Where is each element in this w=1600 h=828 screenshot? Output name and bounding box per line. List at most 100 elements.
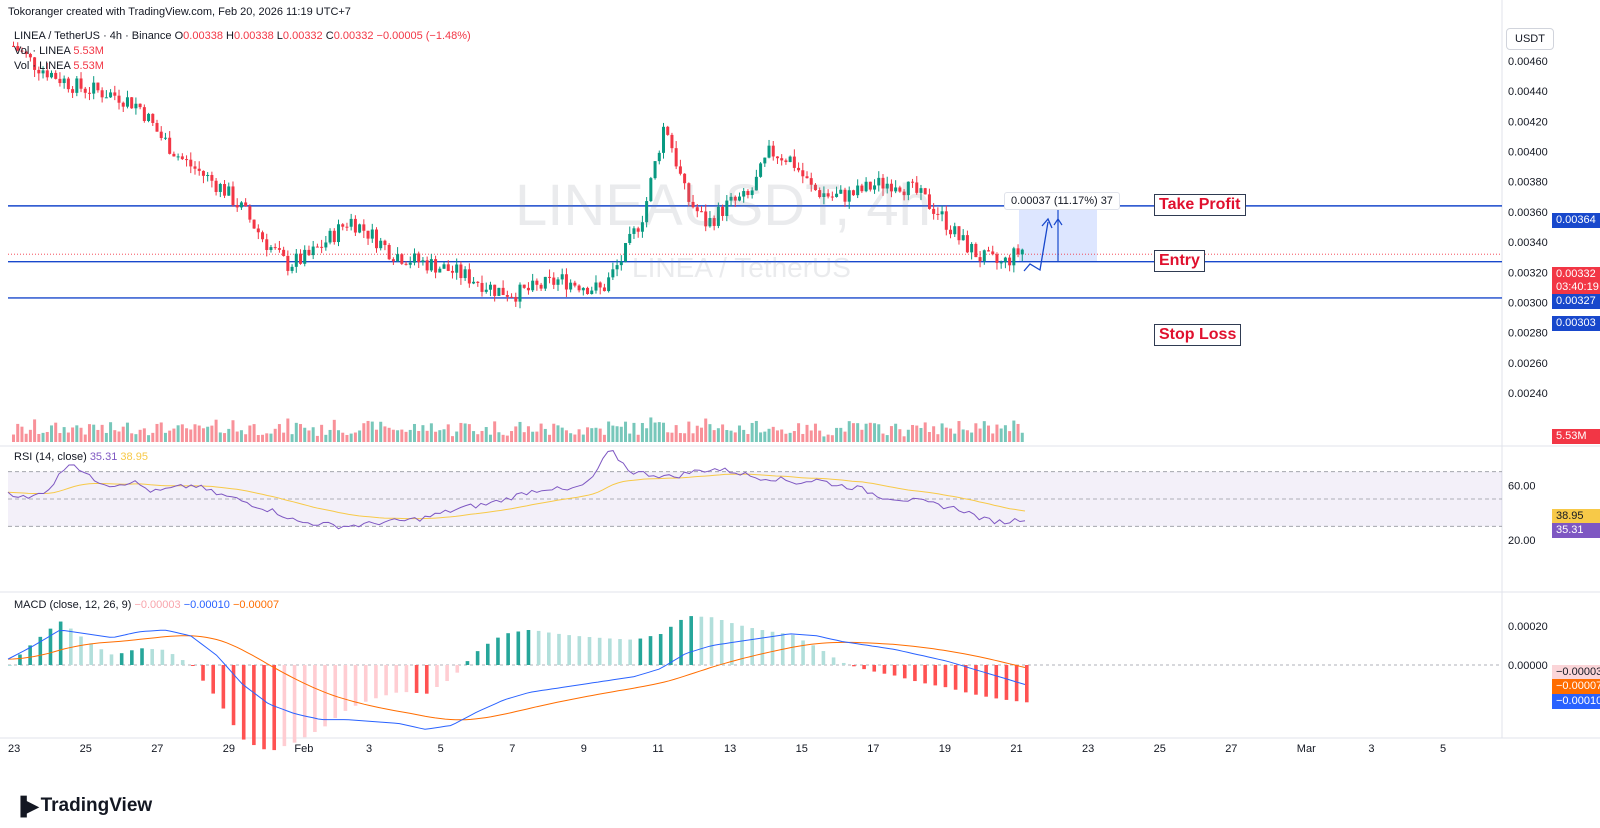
volume-bar — [472, 431, 476, 442]
date-tick-label: 25 — [1154, 743, 1166, 755]
price-tick-label: 0.00280 — [1508, 328, 1548, 340]
candle-body — [83, 88, 87, 93]
volume-bar — [324, 434, 328, 442]
macd-histogram-bar — [506, 633, 510, 665]
volume-bar — [480, 430, 484, 442]
candle-body — [564, 274, 568, 290]
volume-bar — [708, 424, 712, 442]
volume-bar — [944, 427, 948, 442]
candle-body — [480, 282, 484, 292]
volume-bar — [197, 425, 201, 442]
volume-bar — [282, 432, 286, 442]
macd-histogram-bar — [363, 665, 368, 702]
macd-histogram-bar — [323, 665, 327, 727]
volume-bar — [366, 420, 370, 442]
macd-histogram-bar — [374, 665, 378, 699]
volume-bar — [982, 421, 986, 442]
macd-histogram-bar — [119, 653, 124, 665]
macd-histogram-bar — [669, 626, 673, 665]
volume-bar — [163, 432, 167, 442]
macd-histogram-bar — [679, 619, 683, 665]
volume-bar — [130, 433, 134, 442]
entry-label[interactable]: Entry — [1154, 250, 1205, 272]
volume-bar — [218, 432, 222, 442]
candle-body — [66, 78, 70, 90]
macd-histogram-bar — [241, 665, 246, 740]
candle-body — [965, 235, 969, 253]
candle-body — [813, 184, 817, 191]
candle-body — [87, 92, 91, 94]
price-tick-label: 0.00240 — [1508, 388, 1548, 400]
macd-legend: MACD (close, 12, 26, 9) −0.00003 −0.0001… — [14, 599, 279, 611]
volume-bar — [307, 430, 311, 442]
candle-body — [299, 253, 303, 264]
candle-body — [843, 189, 847, 202]
volume-bar — [678, 433, 682, 442]
volume-bar — [999, 428, 1003, 442]
candle-body — [691, 201, 695, 208]
macd-histogram-bar — [1014, 665, 1019, 702]
candle-body — [847, 190, 851, 202]
volume-bar — [974, 423, 978, 442]
take-profit-label[interactable]: Take Profit — [1154, 194, 1246, 216]
macd-histogram-bar — [770, 631, 775, 665]
volume-bar — [911, 424, 915, 442]
candle-body — [1012, 248, 1016, 266]
volume-bar — [231, 420, 235, 442]
currency-button[interactable]: USDT — [1506, 28, 1554, 50]
volume-bar — [543, 428, 547, 442]
ohlc-h: 0.00338 — [233, 30, 274, 42]
volume-bar — [75, 425, 79, 442]
candle-body — [611, 269, 615, 278]
volume-bar — [619, 426, 623, 442]
volume-bar — [455, 431, 459, 442]
volume-bar — [408, 429, 412, 442]
volume-bar — [628, 433, 632, 442]
candle-body — [396, 254, 400, 262]
volume-bar — [337, 430, 341, 442]
tradingview-logo[interactable]: ▐▶ TradingView — [14, 795, 152, 817]
candle-body — [856, 185, 860, 196]
candle-body — [645, 201, 649, 223]
candle-body — [577, 285, 581, 291]
volume-bar — [586, 427, 590, 442]
candle-body — [670, 134, 674, 149]
volume-bar — [168, 430, 172, 442]
macd-histogram-bar — [160, 649, 165, 665]
candle-body — [104, 97, 108, 99]
candle-body — [699, 211, 703, 213]
macd-histogram-bar — [333, 665, 338, 719]
volume-bar — [936, 434, 940, 442]
volume-bar — [299, 424, 303, 442]
candle-body — [362, 224, 366, 231]
candle-body — [552, 277, 556, 285]
macd-histogram-bar — [608, 638, 612, 665]
volume-tag: 5.53M — [1552, 429, 1600, 444]
volume-bar — [712, 430, 716, 442]
macd-histogram-bar — [28, 645, 32, 665]
candle-body — [581, 287, 585, 291]
candle-body — [159, 131, 163, 138]
macd-histogram-bar — [526, 630, 531, 665]
volume-bar — [830, 435, 834, 442]
date-tick-label: 21 — [1010, 743, 1022, 755]
volume-bar — [923, 422, 927, 442]
candle-body — [505, 295, 509, 297]
volume-bar — [362, 423, 366, 442]
volume-bar — [1020, 432, 1024, 442]
date-tick-label: 19 — [939, 743, 951, 755]
stop-loss-label[interactable]: Stop Loss — [1154, 324, 1242, 346]
candle-body — [974, 243, 978, 258]
macd-hist-tag: −0.00003 — [1552, 665, 1600, 680]
volume-bar — [92, 424, 96, 442]
volume-bar — [87, 424, 91, 442]
volume-bar — [683, 433, 687, 442]
measure-arrow-head — [1053, 217, 1063, 226]
candle-body — [750, 190, 754, 196]
rsi-tick-label: 20.00 — [1508, 535, 1536, 547]
macd-histogram-bar — [658, 634, 663, 665]
volume-bar — [396, 430, 400, 442]
volume-bar — [434, 431, 438, 442]
volume-bar — [691, 433, 695, 442]
